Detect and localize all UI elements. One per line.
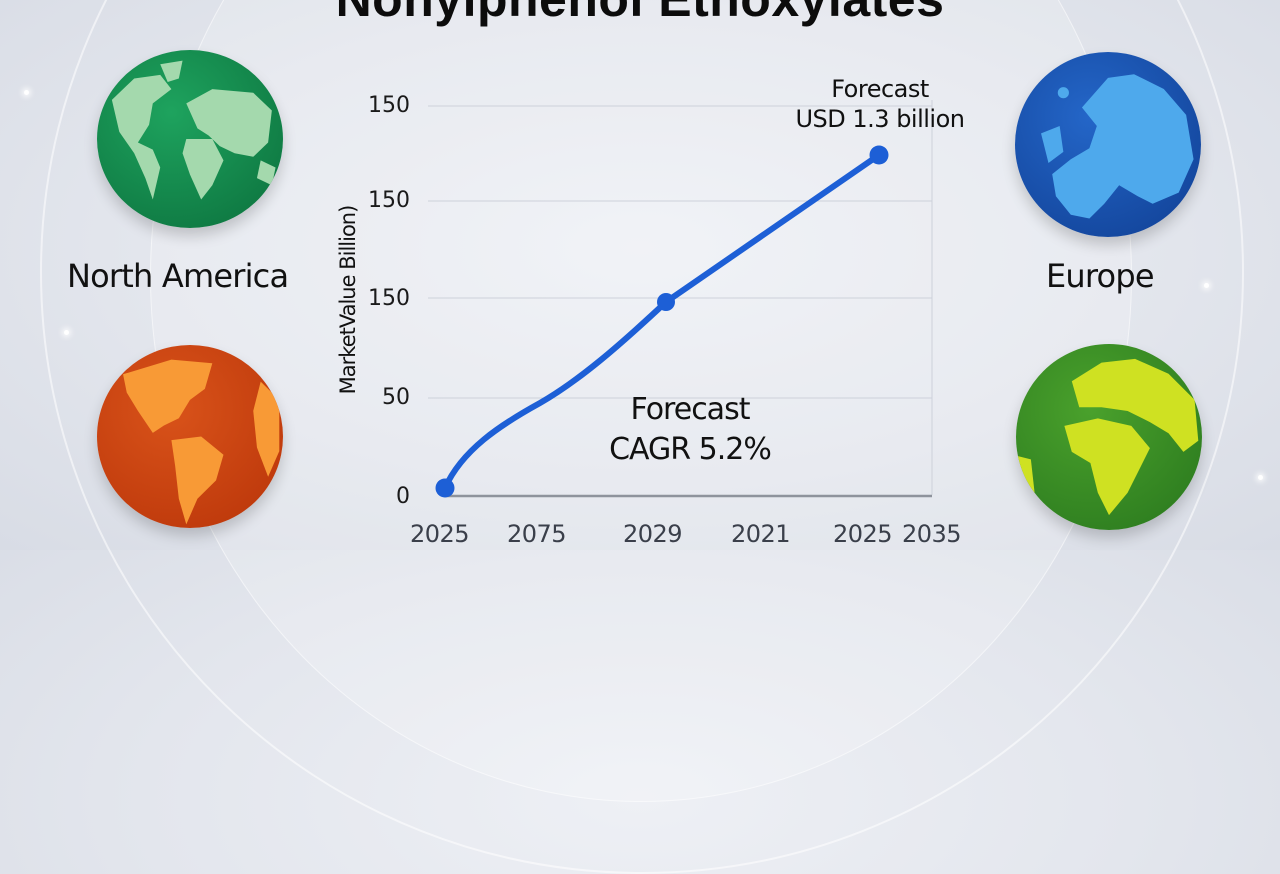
- y-tick-label: 50: [382, 385, 410, 410]
- y-tick-label: 150: [368, 286, 410, 311]
- x-tick-label: 2075: [507, 520, 567, 548]
- sparkle: [24, 90, 29, 95]
- annotation-forecast-value: Forecast USD 1.3 billion: [770, 74, 990, 134]
- data-point: [869, 145, 889, 165]
- x-tick-label: 2025: [833, 520, 893, 548]
- x-tick-label: 2025: [410, 520, 470, 548]
- globe-americas-icon: [97, 345, 283, 528]
- data-line: [442, 152, 882, 491]
- annotation-line: USD 1.3 billion: [795, 105, 965, 133]
- y-tick-label: 0: [396, 484, 410, 509]
- data-point: [435, 478, 455, 498]
- annotation-line: Forecast: [831, 75, 929, 103]
- sparkle: [1204, 283, 1209, 288]
- globe-europe: [1015, 52, 1201, 237]
- line-chart: [428, 100, 933, 498]
- annotation-line: CAGR 5.2%: [609, 432, 772, 467]
- gridlines: [428, 100, 933, 495]
- x-tick-label: 2021: [731, 520, 791, 548]
- globe-americas-icon: [97, 50, 283, 228]
- globe-europe-icon: [1015, 52, 1201, 237]
- sparkle: [1258, 475, 1263, 480]
- x-tick-label: 2035: [902, 520, 962, 548]
- globe-americas-orange: [97, 345, 283, 528]
- globe-north-america: [97, 50, 283, 228]
- y-tick-label: 150: [368, 93, 410, 118]
- region-label-europe: Europe: [1046, 257, 1155, 295]
- annotation-line: Forecast: [630, 392, 751, 427]
- region-label-north-america: North America: [67, 257, 289, 295]
- annotation-forecast-cagr: Forecast CAGR 5.2%: [575, 390, 805, 470]
- data-point: [657, 293, 675, 311]
- sparkle: [64, 330, 69, 335]
- page-title: Nonylphenol Ethoxylates: [0, 0, 1280, 28]
- y-tick-label: 150: [368, 188, 410, 213]
- x-tick-label: 2029: [623, 520, 683, 548]
